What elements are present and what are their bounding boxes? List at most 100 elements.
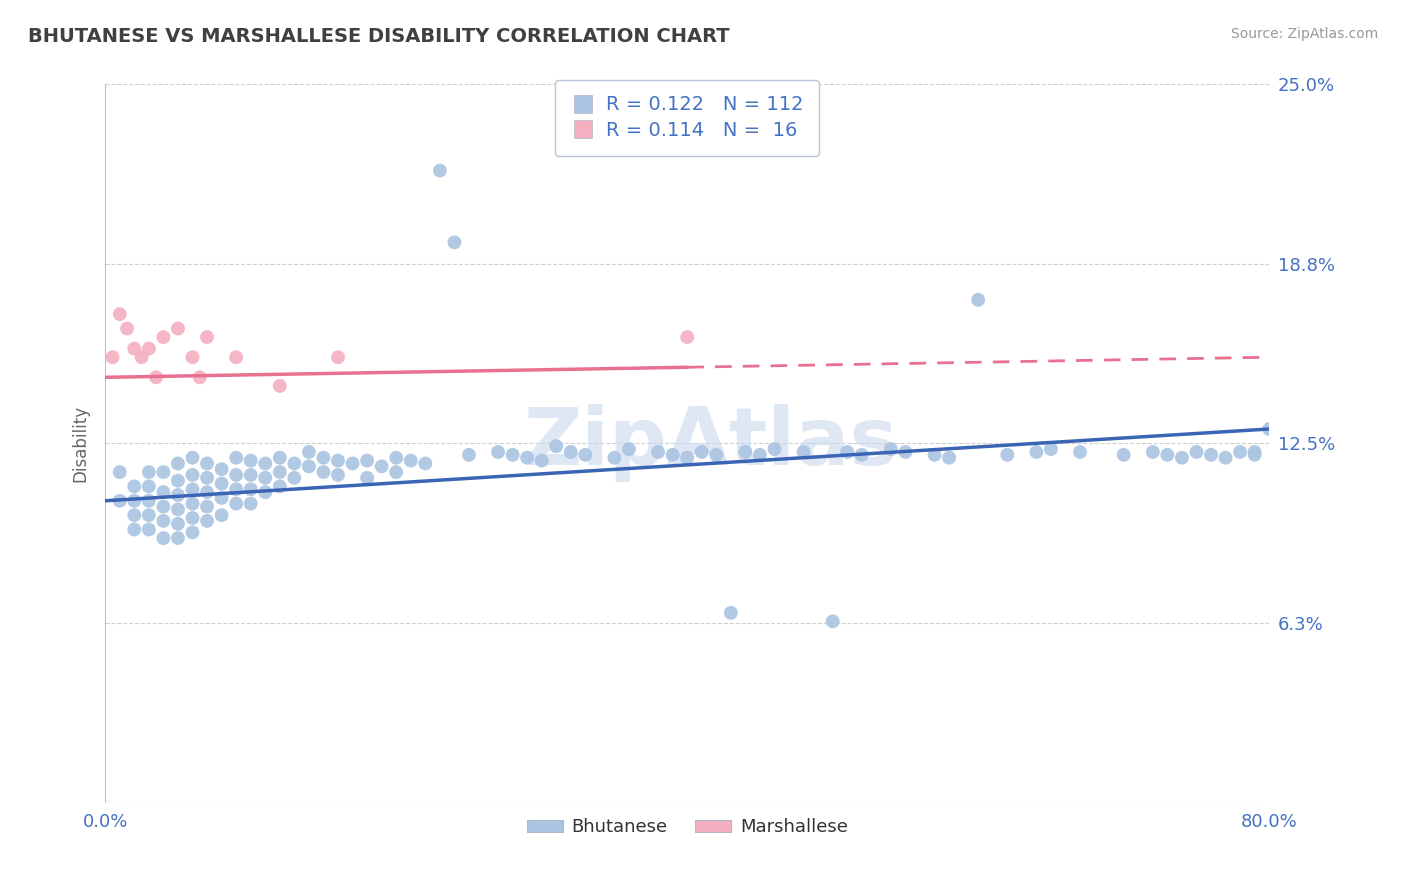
Point (1025, 445, 1047, 459)
Point (1039, 442, 1062, 456)
Point (1243, 445, 1265, 459)
Point (152, 531, 174, 545)
Point (530, 453, 553, 467)
Point (195, 514, 218, 528)
Point (138, 508, 160, 523)
Point (326, 467, 349, 482)
Point (312, 450, 335, 465)
Point (326, 453, 349, 467)
Point (124, 493, 146, 508)
Point (458, 448, 481, 462)
Point (1243, 448, 1265, 462)
Point (269, 379, 291, 393)
Point (181, 497, 204, 511)
Point (385, 465, 408, 479)
Point (837, 445, 859, 459)
Point (108, 307, 131, 321)
Point (312, 465, 335, 479)
Point (167, 502, 190, 516)
Point (225, 497, 247, 511)
Point (152, 330, 174, 344)
Point (647, 445, 669, 459)
Point (486, 445, 509, 459)
Point (167, 474, 190, 488)
Point (181, 525, 204, 540)
Point (167, 321, 190, 335)
Point (195, 485, 218, 500)
Point (254, 471, 277, 485)
Point (181, 511, 204, 525)
Point (720, 606, 742, 620)
Point (211, 508, 233, 523)
Point (195, 471, 218, 485)
Point (734, 445, 756, 459)
Point (516, 450, 538, 465)
Point (101, 350, 124, 364)
Point (239, 467, 262, 482)
Point (748, 448, 770, 462)
Point (560, 445, 582, 459)
Point (188, 370, 211, 384)
Point (239, 497, 262, 511)
Point (995, 448, 1018, 462)
Point (938, 450, 960, 465)
Point (1185, 445, 1208, 459)
Point (763, 442, 786, 456)
Point (225, 467, 247, 482)
Point (283, 471, 305, 485)
Point (131, 350, 153, 364)
Point (546, 439, 568, 453)
Point (181, 467, 204, 482)
Point (138, 523, 160, 537)
Point (880, 442, 903, 456)
Point (298, 445, 321, 459)
Point (138, 493, 160, 508)
Point (1258, 422, 1281, 436)
Point (124, 479, 146, 493)
Point (138, 465, 160, 479)
Point (152, 500, 174, 514)
Point (1199, 448, 1222, 462)
Point (1156, 448, 1178, 462)
Point (676, 450, 699, 465)
Point (225, 350, 247, 364)
Point (239, 483, 262, 497)
Point (924, 448, 946, 462)
Point (108, 493, 131, 508)
Point (1229, 445, 1251, 459)
Point (676, 330, 699, 344)
Point (211, 491, 233, 505)
Point (502, 448, 524, 462)
Point (429, 163, 451, 178)
Point (115, 321, 138, 335)
Point (211, 462, 233, 476)
Y-axis label: Disability: Disability (72, 405, 89, 482)
Point (443, 235, 465, 250)
Point (167, 516, 190, 531)
Point (385, 450, 408, 465)
Point (225, 450, 247, 465)
Point (124, 342, 146, 356)
Point (370, 459, 392, 474)
Point (298, 459, 321, 474)
Point (181, 350, 204, 364)
Point (690, 445, 713, 459)
Point (145, 370, 167, 384)
Point (1112, 448, 1135, 462)
Point (793, 445, 815, 459)
Point (356, 471, 378, 485)
Point (574, 448, 596, 462)
Point (195, 500, 218, 514)
Point (342, 457, 364, 471)
Point (821, 615, 844, 629)
Point (239, 453, 262, 467)
Point (152, 514, 174, 528)
Point (167, 531, 190, 545)
Point (894, 445, 917, 459)
Point (225, 483, 247, 497)
Point (254, 485, 277, 500)
Point (167, 457, 190, 471)
Point (356, 453, 378, 467)
Point (152, 485, 174, 500)
Text: Source: ZipAtlas.com: Source: ZipAtlas.com (1230, 27, 1378, 41)
